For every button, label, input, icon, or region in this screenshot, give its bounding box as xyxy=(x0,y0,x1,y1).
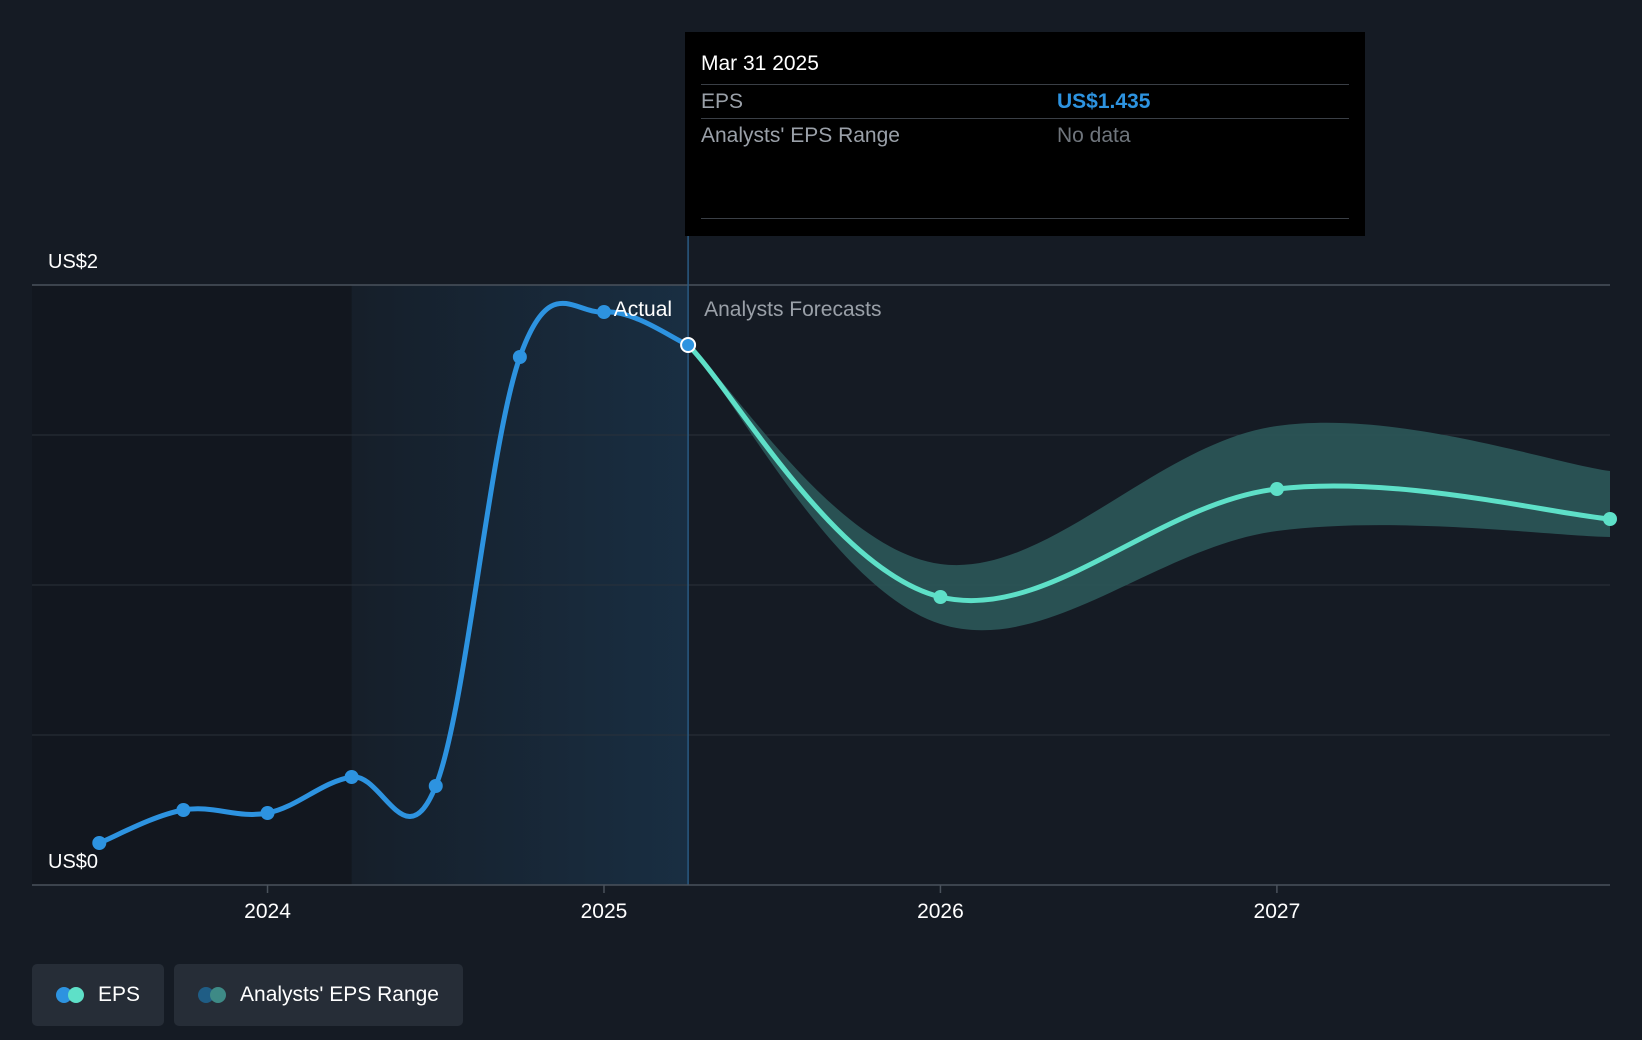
tooltip-eps-value: US$1.435 xyxy=(1057,90,1151,113)
x-tick-label: 2026 xyxy=(917,900,964,923)
tooltip-eps-label: EPS xyxy=(701,90,744,113)
legend-item-eps-range[interactable]: Analysts' EPS Range xyxy=(174,964,463,1026)
eps-actual-points xyxy=(92,305,697,850)
analysts-eps-range-area xyxy=(688,345,1610,631)
eps-forecast-point xyxy=(933,590,948,604)
eps-range-legend-icon xyxy=(198,987,230,1003)
eps-actual-point xyxy=(176,803,191,817)
eps-forecast-points xyxy=(933,482,1617,604)
eps-tooltip: Mar 31 2025 EPS US$1.435 Analysts' EPS R… xyxy=(685,32,1365,236)
legend-item-eps[interactable]: EPS xyxy=(32,964,165,1026)
eps-actual-point-hover xyxy=(680,337,697,353)
tooltip-divider xyxy=(701,218,1349,219)
legend-label-eps: EPS xyxy=(98,983,141,1006)
eps-actual-point xyxy=(512,350,527,364)
eps-legend-icon xyxy=(56,987,88,1003)
actual-region-label: Actual xyxy=(614,298,672,321)
tooltip-range-label: Analysts' EPS Range xyxy=(701,124,900,147)
eps-actual-point xyxy=(596,305,611,319)
x-tick-label: 2025 xyxy=(581,900,628,923)
y-axis-label-bottom: US$0 xyxy=(48,851,98,873)
eps-actual-point xyxy=(260,806,275,820)
tooltip-row-range: Analysts' EPS Range No data xyxy=(701,119,1349,152)
forecast-region-label: Analysts Forecasts xyxy=(704,298,881,321)
eps-actual-point xyxy=(428,779,443,793)
eps-forecast-line xyxy=(685,342,1613,604)
x-tick-label: 2027 xyxy=(1254,900,1301,923)
x-axis-ticks: 2024 2025 2026 2027 xyxy=(244,885,1300,923)
eps-actual-point xyxy=(344,770,359,784)
tooltip-date: Mar 31 2025 xyxy=(701,46,1349,85)
tooltip-row-eps: EPS US$1.435 xyxy=(701,85,1349,119)
legend-label-eps-range: Analysts' EPS Range xyxy=(240,983,439,1006)
chart-legend: EPS Analysts' EPS Range xyxy=(32,964,463,1026)
eps-forecast-point xyxy=(1269,482,1284,496)
eps-actual-point xyxy=(92,836,107,850)
eps-forecast-point xyxy=(1603,512,1617,526)
tooltip-range-value: No data xyxy=(1057,124,1131,147)
x-tick-label: 2024 xyxy=(244,900,291,923)
y-axis-label-top: US$2 xyxy=(48,251,98,273)
